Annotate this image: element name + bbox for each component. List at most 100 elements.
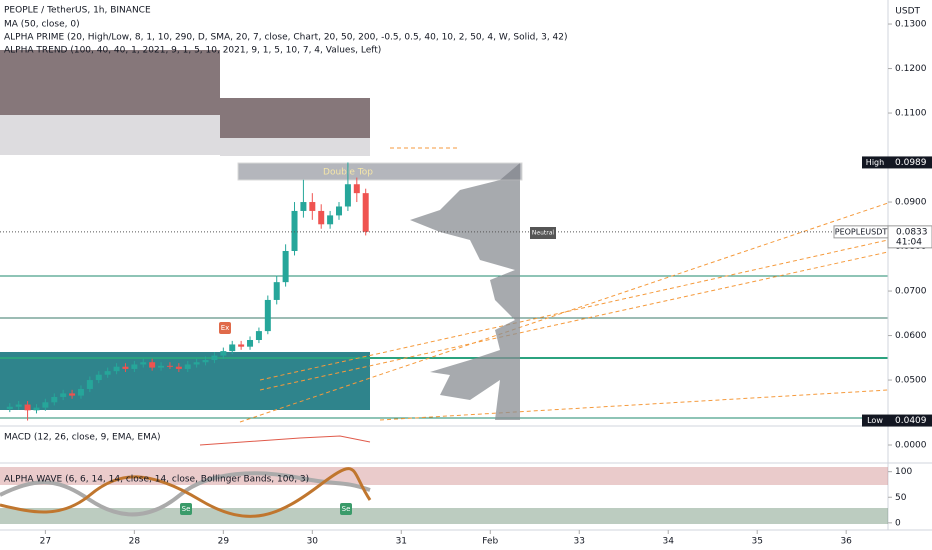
- price-name-box: [862, 156, 888, 169]
- y-tick-label: 0.0500: [895, 376, 927, 386]
- price-label: 0.0833: [896, 227, 928, 237]
- wave-upper-band: [0, 467, 888, 485]
- x-tick-label: 35: [751, 537, 762, 547]
- price-box: [888, 414, 932, 427]
- candle-body: [51, 396, 58, 403]
- price-box: [887, 225, 932, 249]
- indicator-label: MACD (12, 26, close, 9, EMA, EMA): [4, 433, 161, 443]
- x-tick-label: 31: [396, 537, 407, 547]
- candle-body: [69, 393, 76, 396]
- volume-profile: [410, 163, 520, 420]
- candle-body: [362, 193, 369, 232]
- indicator-label: ALPHA TREND (100, 40, 40, 1, 2021, 9, 1,…: [4, 46, 381, 56]
- candle-body: [113, 366, 120, 372]
- axis-unit: USDT: [895, 7, 920, 17]
- candle-body: [104, 371, 111, 375]
- annotation: Future Pivot: [400, 283, 430, 289]
- candle-body: [158, 365, 165, 368]
- candle-body: [149, 362, 156, 368]
- candle-body: [95, 374, 102, 381]
- candle-body: [184, 364, 191, 369]
- y-tick-label: 0.1100: [895, 109, 927, 119]
- wave-line: [0, 471, 371, 517]
- y-tick-label: 0.1200: [895, 64, 927, 74]
- zone-box: [0, 352, 370, 410]
- price-name: Low: [867, 416, 883, 425]
- x-tick-label: 33: [574, 537, 585, 547]
- candle-body: [60, 393, 67, 397]
- trend-lines: [239, 147, 889, 423]
- x-tick-label: 36: [840, 537, 852, 547]
- price-box: [888, 156, 932, 169]
- price-name: High: [866, 158, 884, 167]
- candle-body: [255, 331, 262, 340]
- candle-body: [202, 360, 209, 363]
- signal-badge: [340, 503, 352, 515]
- candle-body: [193, 362, 200, 365]
- signal: Se: [342, 505, 351, 513]
- chart-title: PEOPLE / TetherUS, 1h, BINANCE: [4, 6, 151, 16]
- indicator-label: MA (50, close, 0): [4, 20, 80, 30]
- macd-line: [199, 435, 371, 446]
- signal-badge: [180, 503, 192, 515]
- x-tick-label: 34: [662, 537, 674, 547]
- y-tick-label: 0.1300: [895, 20, 927, 30]
- double-top-box: [237, 162, 523, 181]
- candle-body: [353, 184, 360, 194]
- x-tick-label: Feb: [482, 537, 498, 547]
- candle-body: [140, 362, 147, 365]
- candle-body: [220, 351, 227, 356]
- candle-body: [291, 210, 298, 251]
- y-tick-label: 50: [895, 493, 907, 503]
- neutral-badge: [530, 227, 556, 239]
- alpha-prime-band: [0, 50, 370, 156]
- candle-body: [24, 404, 31, 411]
- x-tick-label: 28: [129, 537, 141, 547]
- candle-body: [300, 202, 307, 211]
- y-tick-label: 0.0600: [895, 331, 927, 341]
- countdown: 41:04: [896, 237, 922, 247]
- candle-body: [247, 340, 254, 347]
- candle-body: [344, 184, 351, 207]
- candle-body: [33, 407, 40, 411]
- price-label: 0.0989: [895, 158, 927, 168]
- candle-body: [77, 388, 84, 396]
- candle-body: [175, 366, 182, 369]
- annotation: Neutral: [532, 230, 554, 237]
- candle-body: [229, 344, 236, 352]
- y-tick-label: 0.0900: [895, 198, 927, 208]
- candle-body: [122, 366, 129, 369]
- x-tick-label: 29: [218, 537, 230, 547]
- y-tick-label: 100: [895, 467, 912, 477]
- candle-body: [238, 344, 245, 347]
- price-name-box: [862, 414, 888, 427]
- indicator-label: ALPHA PRIME (20, High/Low, 8, 1, 10, 290…: [4, 33, 568, 43]
- candle-body: [309, 202, 316, 211]
- wave-line: [0, 467, 372, 518]
- candle-body: [131, 364, 138, 369]
- x-tick-label: 27: [40, 537, 51, 547]
- candle-body: [6, 406, 13, 409]
- candle-body: [86, 380, 93, 389]
- signal-badge: [219, 322, 231, 334]
- candle-body: [264, 299, 271, 332]
- signal: Ex: [221, 324, 230, 332]
- candle-body: [273, 282, 280, 300]
- candle-body: [42, 402, 49, 408]
- y-tick-label: 0: [895, 518, 901, 528]
- candle-body: [166, 365, 173, 367]
- candle-body: [282, 250, 289, 283]
- candle-body: [211, 355, 218, 361]
- x-tick-label: 30: [307, 537, 319, 547]
- y-tick-label: 0.0700: [895, 287, 927, 297]
- candle-body: [318, 210, 325, 225]
- indicator-label: ALPHA WAVE (6, 6, 14, 14, close, 14, clo…: [4, 475, 309, 485]
- price-label: 0.0409: [895, 416, 927, 426]
- candle-body: [336, 206, 343, 216]
- signal: Se: [182, 505, 191, 513]
- candle-body: [15, 404, 22, 407]
- y-tick-label: 0.0000: [895, 441, 927, 451]
- levels: [0, 275, 888, 419]
- price-name: PEOPLEUSDT: [835, 227, 888, 236]
